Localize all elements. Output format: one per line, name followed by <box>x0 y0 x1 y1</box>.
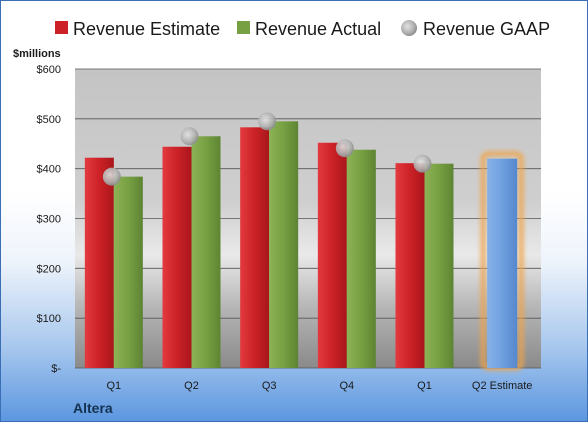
marker-revenue-gaap <box>102 167 121 186</box>
y-tick-label: $400 <box>37 164 61 176</box>
bar-q2-estimate <box>487 158 518 368</box>
bar-revenue-estimate <box>84 157 114 368</box>
y-axis-ticks: $- $100 $200 $300 $400 $500 $600 <box>37 64 62 375</box>
legend-swatch-estimate <box>55 21 68 34</box>
marker-revenue-gaap <box>258 112 277 131</box>
y-tick-label: $500 <box>37 114 61 126</box>
legend: Revenue Estimate Revenue Actual Revenue … <box>55 19 550 39</box>
company-name: Altera <box>73 400 113 416</box>
x-axis-ticks: Q1 Q2 Q3 Q4 Q1 Q2 Estimate <box>106 380 532 392</box>
y-tick-label: $600 <box>37 64 61 76</box>
bar-revenue-estimate <box>395 163 425 368</box>
bars <box>84 121 524 371</box>
y-tick-label: $- <box>51 363 61 375</box>
y-tick-label: $300 <box>37 214 61 226</box>
legend-label-actual: Revenue Actual <box>255 19 381 39</box>
legend-swatch-actual <box>237 21 250 34</box>
gridlines <box>75 68 541 369</box>
x-tick-label: Q2 <box>184 380 199 392</box>
legend-label-estimate: Revenue Estimate <box>73 19 220 39</box>
bar-revenue-actual <box>269 121 299 368</box>
x-tick-label: Q1 <box>417 380 432 392</box>
bar-revenue-actual <box>113 176 143 368</box>
x-tick-label: Q4 <box>339 380 354 392</box>
bar-revenue-actual <box>191 136 221 368</box>
y-tick-label: $200 <box>37 263 61 275</box>
x-tick-label: Q2 Estimate <box>472 380 533 392</box>
bar-revenue-estimate <box>240 127 270 369</box>
marker-revenue-gaap <box>335 139 354 158</box>
legend-label-gaap: Revenue GAAP <box>423 19 550 39</box>
bar-revenue-estimate <box>317 142 347 368</box>
y-tick-label: $100 <box>37 313 61 325</box>
gaap-markers <box>102 112 432 186</box>
y-axis-unit-label: $millions <box>13 48 61 60</box>
bar-revenue-actual <box>346 149 376 368</box>
x-tick-label: Q3 <box>262 380 277 392</box>
marker-revenue-gaap <box>180 127 199 146</box>
x-tick-label: Q1 <box>106 380 121 392</box>
marker-revenue-gaap <box>413 154 432 173</box>
bar-revenue-actual <box>424 163 454 368</box>
bar-revenue-estimate <box>162 146 192 368</box>
legend-marker-gaap <box>401 20 417 36</box>
